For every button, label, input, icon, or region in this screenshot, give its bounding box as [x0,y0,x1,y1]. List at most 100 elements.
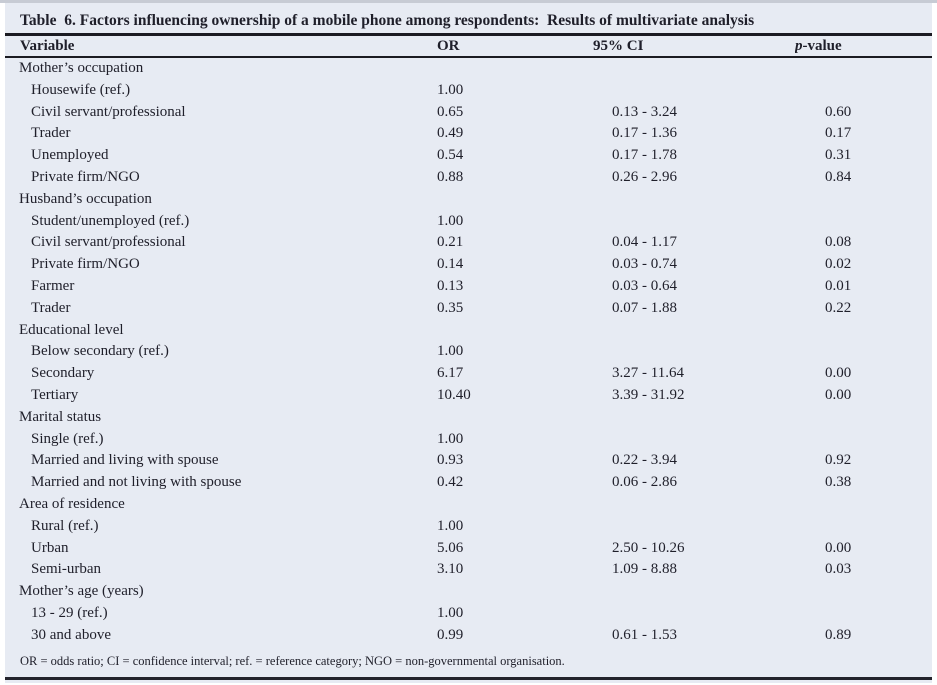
p-value-cell: 0.03 [825,561,852,578]
or-cell: 1.00 [437,430,464,447]
table-row: Below secondary (ref.) 1.00 [5,341,932,363]
p-value-cell: 0.08 [825,234,852,251]
variable-cell: Trader [31,299,71,316]
ci-cell: 1.09 - 8.88 [612,561,677,578]
p-value-cell: 0.31 [825,147,852,164]
variable-cell: Civil servant/professional [31,234,186,251]
p-value-cell [795,603,932,625]
ci-cell [593,80,795,102]
ci-cell: 0.22 - 3.94 [612,452,677,469]
or-cell: 3.10 [437,561,464,578]
ci-cell: 0.17 - 1.36 [612,125,677,142]
table-title: Table 6. Factors influencing ownership o… [5,3,932,36]
table-body: Mother’s occupation Housewife (ref.) 1.00 C… [5,57,932,647]
table-row: Tertiary 10.40 3.39 - 31.92 0.00 [5,385,932,407]
p-value-cell: 0.60 [825,103,852,120]
group-label: Educational level [19,321,124,338]
or-cell: 1.00 [437,212,464,229]
p-value-cell: 0.38 [825,474,852,491]
variable-cell: Rural (ref.) [31,517,99,534]
ci-cell: 0.04 - 1.17 [612,234,677,251]
page-top-edge [0,0,937,3]
table-row: Rural (ref.) 1.00 [5,516,932,538]
table-row: Married and not living with spouse 0.42 0.… [5,472,932,494]
ci-cell [593,429,795,451]
variable-cell: Secondary [31,365,95,382]
variable-cell: Tertiary [31,386,79,403]
group-label: Area of residence [19,495,125,512]
table-row: Civil servant/professional 0.21 0.04 - 1.1… [5,232,932,254]
group-row: Mother’s occupation [5,57,932,80]
ci-cell [593,341,795,363]
variable-cell: Trader [31,125,71,142]
p-value-cell: 0.00 [825,386,852,403]
table-row: Private firm/NGO 0.88 0.26 - 2.96 0.84 [5,167,932,189]
ci-cell [593,211,795,233]
variable-cell: Student/unemployed (ref.) [31,212,190,229]
column-header-or: OR [435,36,593,58]
p-value-cell: 0.17 [825,125,852,142]
table-row: Urban 5.06 2.50 - 10.26 0.00 [5,538,932,560]
or-cell: 1.00 [437,517,464,534]
variable-cell: Civil servant/professional [31,103,186,120]
results-table: Variable OR 95% CI p-value Mother’s occu… [5,36,932,647]
group-label: Mother’s occupation [19,60,144,76]
variable-cell: Married and living with spouse [31,452,219,469]
or-cell: 0.21 [437,234,464,251]
or-cell: 1.00 [437,604,464,621]
or-cell: 0.49 [437,125,464,142]
or-cell: 0.54 [437,147,464,164]
ci-cell: 0.61 - 1.53 [612,626,677,643]
table-footnote: OR = odds ratio; CI = confidence interva… [20,653,565,668]
p-value-cell: 0.22 [825,299,852,316]
table-row: Single (ref.) 1.00 [5,429,932,451]
table-header: Variable OR 95% CI p-value [5,36,932,58]
or-cell: 0.13 [437,277,464,294]
group-label: Marital status [19,408,102,425]
table-row: Student/unemployed (ref.) 1.00 [5,211,932,233]
ci-cell: 0.13 - 3.24 [612,103,677,120]
group-row: Marital status [5,407,932,429]
variable-cell: Unemployed [31,147,109,164]
table-bottom-rule [5,677,932,680]
variable-cell: Semi-urban [31,561,101,578]
table-row: 13 - 29 (ref.) 1.00 [5,603,932,625]
table-row: Housewife (ref.) 1.00 [5,80,932,102]
or-cell: 0.35 [437,299,464,316]
table-row: Trader 0.35 0.07 - 1.88 0.22 [5,298,932,320]
or-cell: 0.42 [437,474,464,491]
ci-cell: 0.07 - 1.88 [612,299,677,316]
variable-cell: Farmer [31,277,75,294]
p-value-cell [795,516,932,538]
ci-cell: 3.39 - 31.92 [612,386,685,403]
group-row: Husband’s occupation [5,189,932,211]
or-cell: 0.99 [437,626,464,643]
or-cell: 10.40 [437,386,471,403]
ci-cell: 3.27 - 11.64 [612,365,684,382]
ci-cell [593,516,795,538]
p-value-cell [795,341,932,363]
p-value-cell [795,80,932,102]
group-row: Mother’s age (years) [5,581,932,603]
ci-cell: 2.50 - 10.26 [612,539,685,556]
p-value-cell: 0.02 [825,256,852,273]
p-value-cell: 0.00 [825,365,852,382]
group-row: Educational level [5,320,932,342]
p-value-cell: 0.92 [825,452,852,469]
ci-cell: 0.06 - 2.86 [612,474,677,491]
or-cell: 1.00 [437,343,464,360]
column-header-p-value: p-value [795,36,932,58]
ci-cell: 0.26 - 2.96 [612,168,677,185]
p-value-cell: 0.84 [825,168,852,185]
table-row: Secondary 6.17 3.27 - 11.64 0.00 [5,363,932,385]
table-row: Civil servant/professional 0.65 0.13 - 3.2… [5,102,932,124]
p-value-cell: 0.01 [825,277,852,294]
column-header-ci: 95% CI [593,36,795,58]
ci-cell [593,603,795,625]
or-cell: 1.00 [437,81,464,98]
variable-cell: Private firm/NGO [31,256,140,273]
or-cell: 0.65 [437,103,464,120]
table-row: Farmer 0.13 0.03 - 0.64 0.01 [5,276,932,298]
table-panel: Table 6. Factors influencing ownership o… [5,3,932,683]
column-header-variable: Variable [5,36,435,58]
